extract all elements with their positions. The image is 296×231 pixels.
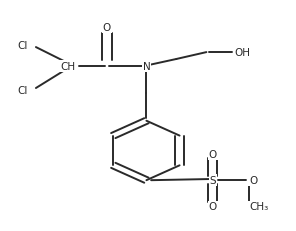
Text: Cl: Cl (18, 41, 28, 51)
Text: OH: OH (235, 48, 251, 58)
Text: O: O (209, 202, 217, 212)
Text: CH: CH (60, 61, 75, 72)
Text: N: N (143, 61, 150, 72)
Text: O: O (249, 175, 257, 185)
Text: Cl: Cl (18, 85, 28, 95)
Text: S: S (209, 175, 216, 185)
Text: CH₃: CH₃ (249, 202, 268, 212)
Text: O: O (103, 23, 111, 33)
Text: O: O (209, 149, 217, 159)
